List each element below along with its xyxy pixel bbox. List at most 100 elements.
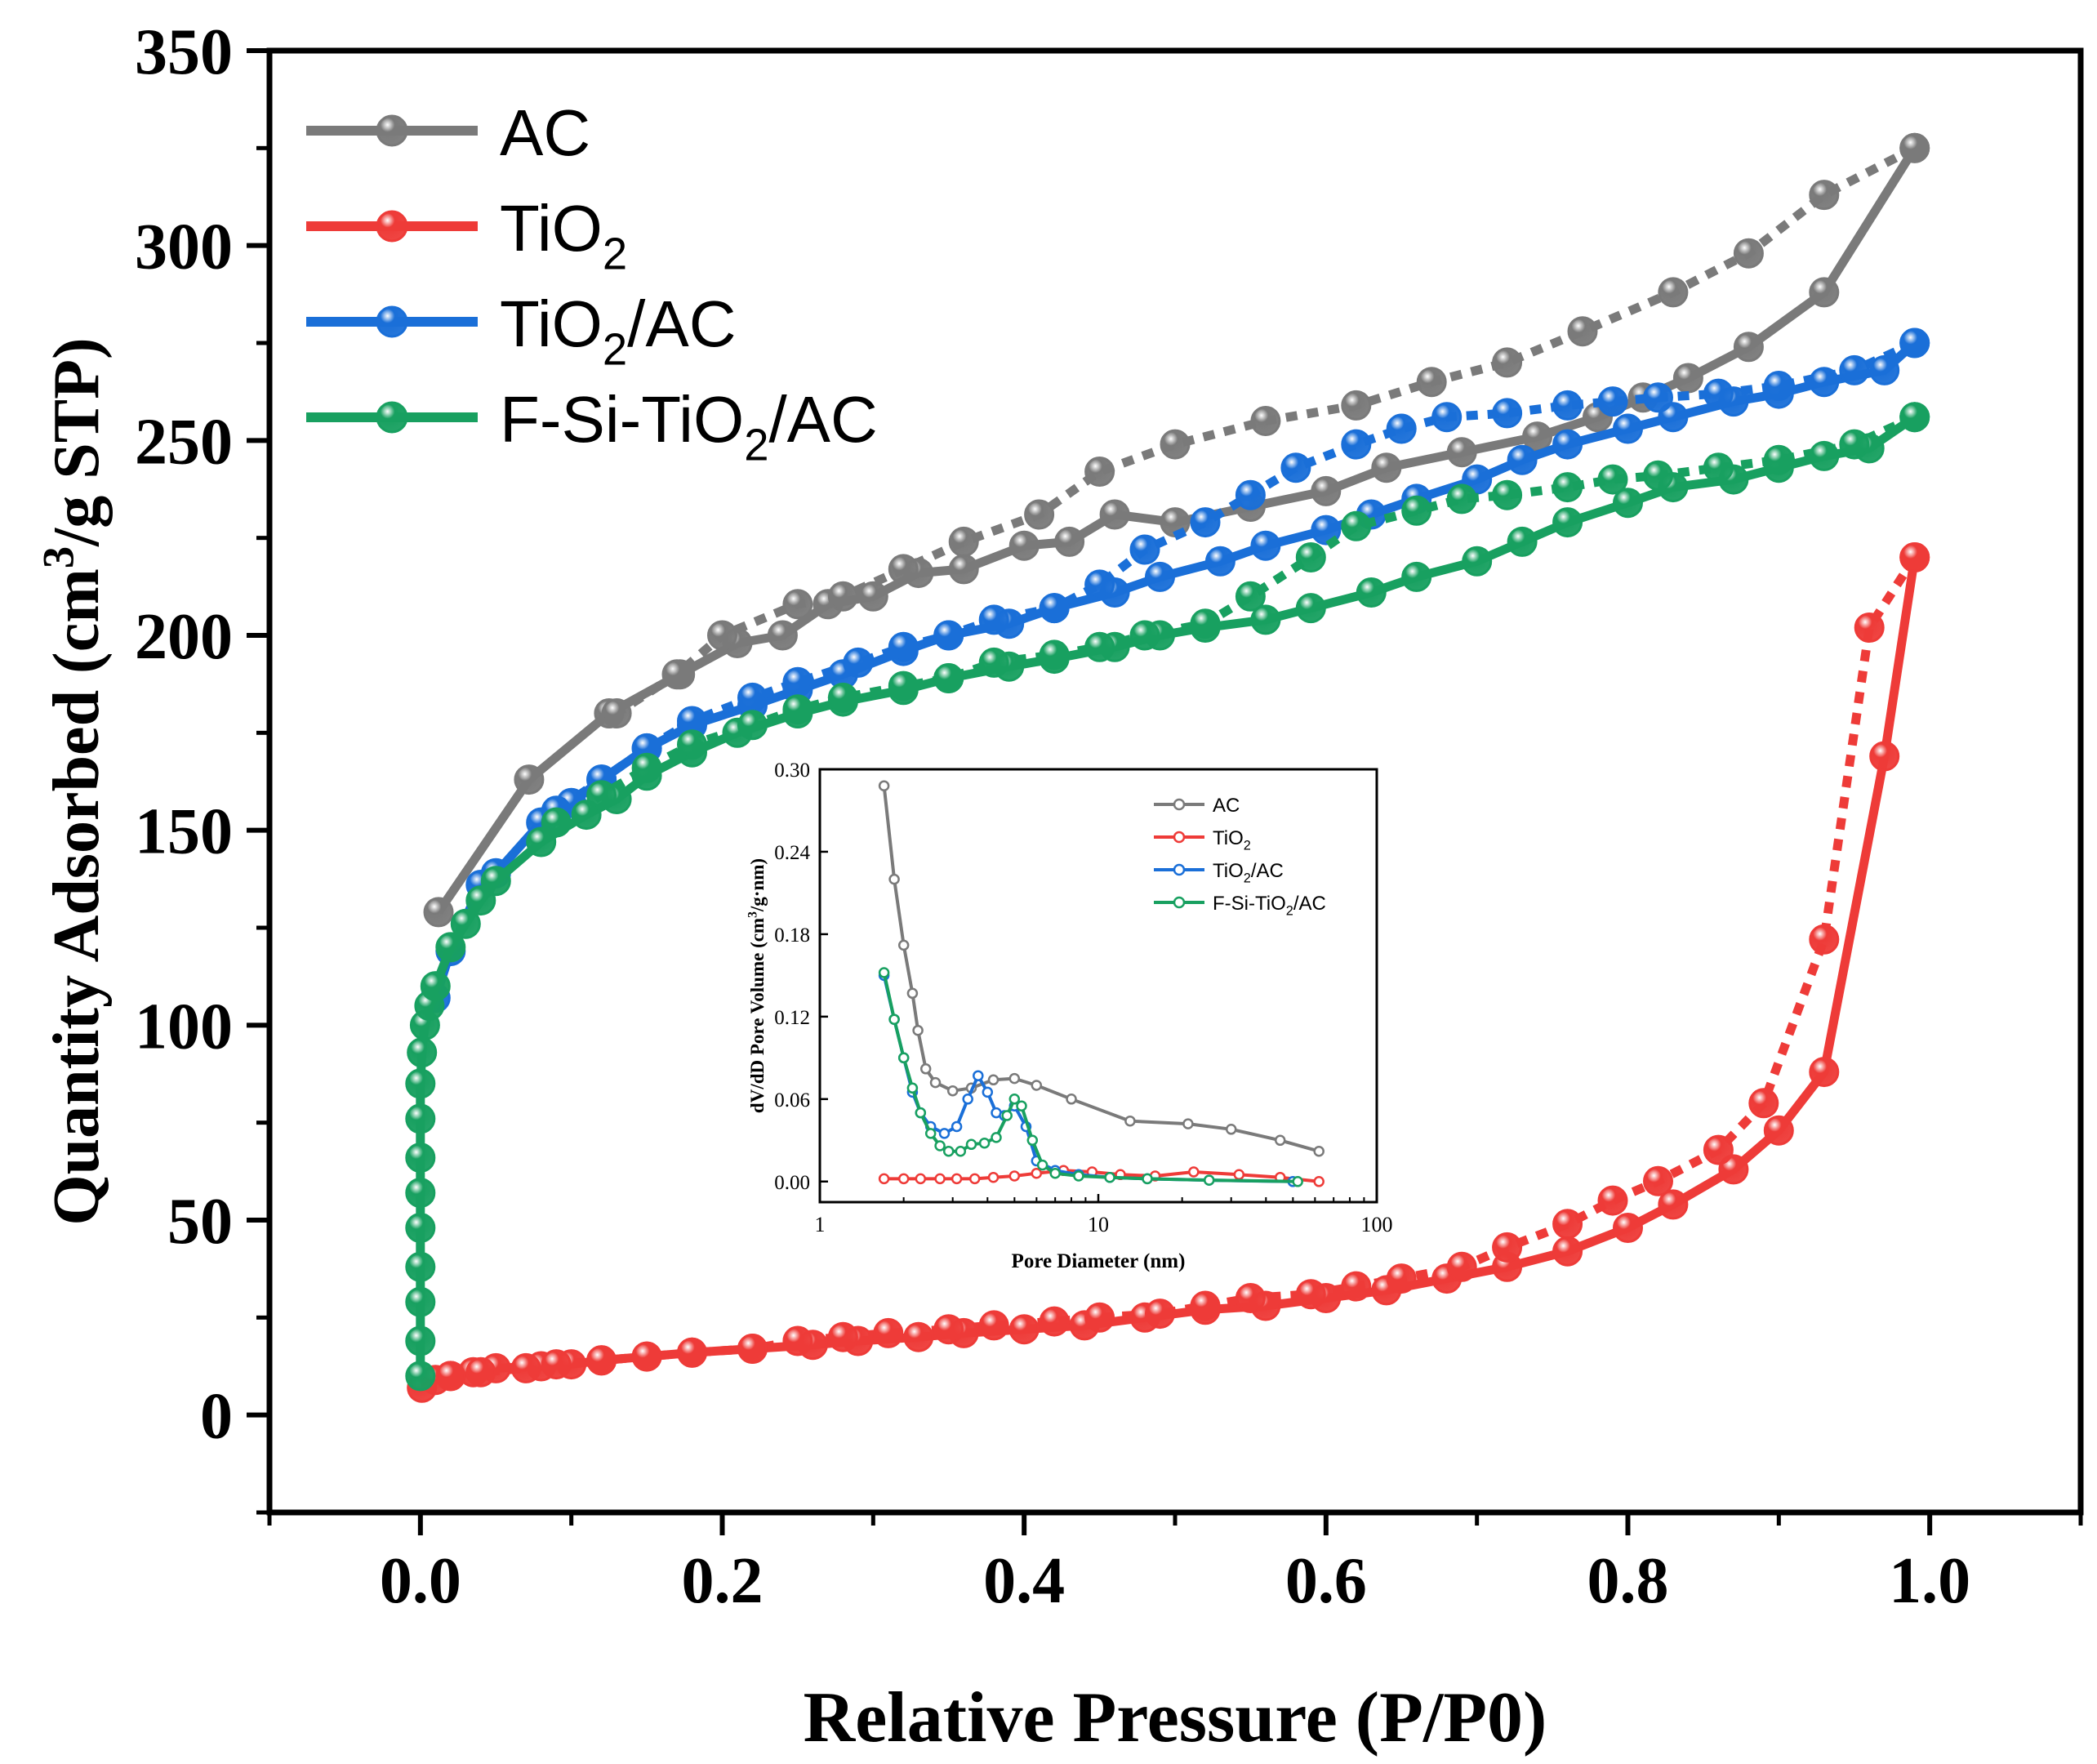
x-tick-label: 1.0 [1889, 1545, 1970, 1617]
data-point [1492, 1232, 1523, 1263]
data-point [1235, 581, 1266, 612]
data-point [1613, 413, 1643, 444]
inset-data-point [1274, 1134, 1286, 1147]
data-point [1190, 608, 1221, 639]
data-point [405, 1103, 436, 1134]
data-point [1446, 437, 1477, 468]
x-tick-label: 0.8 [1587, 1545, 1669, 1617]
inset-data-point [924, 1128, 937, 1139]
data-point [1431, 402, 1463, 433]
data-point [1204, 546, 1235, 577]
y-tick-label: 0 [200, 1381, 233, 1453]
data-point [1250, 530, 1281, 561]
data-point [857, 581, 888, 612]
y-tick-label: 150 [135, 796, 233, 868]
y-tick-label: 100 [135, 991, 233, 1062]
inset-legend: AC TiO2 TiO2/AC F-Si-TiO2/AC [1154, 795, 1326, 919]
data-point [1643, 460, 1673, 491]
inset-data-point [1066, 1094, 1077, 1105]
data-point [1054, 526, 1085, 557]
inset-data-point [906, 1082, 919, 1094]
inset-frame [818, 768, 1378, 1204]
data-point [510, 1352, 541, 1383]
data-point [978, 1310, 1009, 1341]
inset-data-point [946, 1085, 959, 1097]
data-point [480, 866, 511, 897]
data-point [450, 908, 481, 939]
inset-legend-marker [1173, 798, 1186, 811]
data-point [1809, 440, 1840, 471]
data-point [888, 631, 919, 662]
inset-data-point [878, 967, 890, 978]
data-point [1250, 604, 1281, 635]
data-point [1643, 382, 1673, 413]
inset-data-point [938, 1128, 951, 1139]
data-point [1280, 452, 1311, 483]
inset-data-point [955, 1145, 967, 1157]
data-point [677, 1337, 707, 1368]
legend-item-tio2-ac: TiO2/AC [306, 287, 737, 374]
x-tick-label: 0.6 [1285, 1545, 1367, 1617]
inset-legend-item-tio2: TiO2 [1154, 827, 1251, 853]
data-point [1703, 452, 1734, 483]
inset-data-point [987, 1074, 1000, 1086]
data-point [1039, 639, 1070, 670]
inset-data-point [1008, 1170, 1021, 1182]
data-point [1371, 452, 1402, 483]
inset-data-point [1188, 1166, 1200, 1178]
legend-marker [376, 114, 408, 147]
data-point [1567, 316, 1598, 347]
data-point [465, 1356, 496, 1388]
legend-label: AC [500, 96, 590, 169]
data-point [948, 554, 979, 585]
data-point [1341, 1271, 1372, 1302]
data-point [601, 698, 632, 728]
inset-data-point [982, 1086, 994, 1098]
data-point [1295, 1279, 1326, 1310]
data-point [782, 1325, 813, 1356]
inset-data-point [991, 1132, 1002, 1143]
inset-legend-label: TiO2/AC [1213, 860, 1284, 886]
y-tick-label: 250 [135, 406, 233, 478]
data-point [1597, 1185, 1628, 1216]
data-point [541, 807, 572, 838]
data-point [1235, 479, 1266, 510]
inset-data-point [919, 1063, 932, 1075]
inset-chart: 1 10 100 0.00 0.06 0.12 0.18 0.24 0.30 Pore Diame… [746, 760, 1392, 1272]
data-point [1899, 542, 1930, 572]
inset-y-tick-label: 0.30 [774, 760, 810, 782]
data-point [405, 1286, 436, 1317]
data-point [1084, 457, 1115, 487]
data-point [1401, 561, 1432, 592]
inset-data-point [1001, 1110, 1013, 1121]
data-point [1899, 402, 1930, 433]
data-point [405, 1178, 436, 1209]
inset-y-tick-label: 0.24 [774, 842, 810, 864]
data-point [1809, 924, 1840, 955]
inset-data-point [1225, 1124, 1237, 1135]
data-point [888, 554, 919, 585]
data-point [933, 620, 964, 651]
legend-marker [376, 210, 408, 243]
inset-x-tick-label: 10 [1088, 1213, 1109, 1236]
x-axis-label: Relative Pressure (P/P0) [804, 1678, 1547, 1757]
data-point [1190, 507, 1221, 538]
inset-series-f-si-tio2-ac [878, 967, 1303, 1187]
data-point [586, 780, 617, 811]
data-point [1658, 1189, 1689, 1220]
data-point [420, 971, 451, 1002]
inset-data-point [1031, 1167, 1043, 1179]
data-point [586, 1345, 617, 1376]
inset-data-point [897, 1052, 910, 1064]
inset-y-axis-label: dV/dD Pore Volume (cm3/g·nm) [746, 858, 768, 1113]
data-point [405, 1213, 436, 1243]
inset-legend-marker [1173, 831, 1186, 844]
data-point [1507, 444, 1538, 475]
data-point [1507, 526, 1538, 557]
data-point [782, 694, 813, 725]
data-point [661, 659, 692, 690]
data-point [1703, 378, 1734, 409]
data-point [1869, 354, 1900, 385]
data-point [827, 581, 858, 612]
inset-data-point [915, 1107, 927, 1119]
